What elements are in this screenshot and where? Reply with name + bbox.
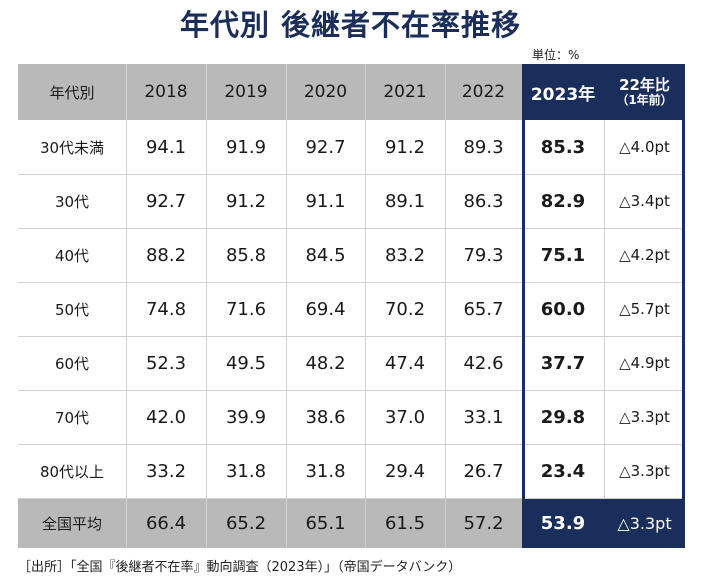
data-cell: 49.5: [225, 352, 267, 374]
data-cell: 47.4: [384, 352, 426, 374]
data-cell: 91.1: [305, 190, 346, 212]
data-cell: 33.2: [145, 460, 187, 482]
row-label: 50代: [54, 300, 90, 319]
total-cell: 57.2: [445, 498, 522, 548]
data-cell: 65.7: [463, 298, 504, 320]
data-cell: 26.7: [463, 460, 504, 482]
data-cell: 85.3: [540, 136, 586, 158]
unit-label: 単位：%: [532, 48, 580, 62]
data-cell: 89.1: [384, 190, 426, 212]
data-cell: 37.7: [540, 352, 586, 374]
data-cell: 94.1: [145, 136, 187, 158]
change-cell: △5.7pt: [619, 300, 670, 318]
header-yoy-line1: 22年比: [619, 75, 670, 94]
row-divider: [18, 498, 685, 499]
column-divider: [206, 64, 207, 548]
data-cell: 91.2: [384, 136, 426, 158]
data-cell: 31.8: [305, 460, 346, 482]
change-cell: △3.3pt: [619, 408, 670, 426]
total-cell: 61.5: [365, 498, 445, 548]
source-note: ［出所］「全国『後継者不在率』動向調査（2023年）」（帝国データバンク）: [18, 560, 462, 575]
data-cell: 37.0: [384, 406, 426, 428]
header-yoy-line2: （1年前）: [616, 92, 673, 107]
data-cell: 33.1: [463, 406, 504, 428]
data-cell: 60.0: [540, 298, 586, 320]
row-label: 80代以上: [39, 462, 105, 481]
change-cell: △3.4pt: [619, 192, 670, 210]
change-cell: △3.3pt: [619, 462, 670, 480]
row-label: 60代: [54, 354, 90, 373]
column-divider: [445, 64, 446, 548]
change-cell: △4.2pt: [619, 246, 670, 264]
data-cell: 91.2: [225, 190, 267, 212]
data-cell: 69.4: [305, 298, 346, 320]
data-cell: 84.5: [305, 244, 346, 266]
row-divider: [18, 174, 685, 175]
total-cell: 65.2: [206, 498, 286, 548]
data-cell: 88.2: [145, 244, 187, 266]
total-2023-cell: 53.9: [522, 498, 604, 548]
row-label: 30代未満: [39, 138, 105, 157]
data-cell: 91.9: [225, 136, 267, 158]
data-cell: 38.6: [305, 406, 346, 428]
row-label: 40代: [54, 246, 90, 265]
data-cell: 92.7: [305, 136, 346, 158]
data-cell: 79.3: [463, 244, 504, 266]
data-cell: 74.8: [145, 298, 187, 320]
data-cell: 82.9: [540, 190, 586, 212]
row-divider: [18, 228, 685, 229]
change-cell: △4.0pt: [619, 138, 670, 156]
data-cell: 92.7: [145, 190, 187, 212]
column-divider: [286, 64, 287, 548]
row-divider: [18, 336, 685, 337]
header-2022: 2022: [445, 64, 522, 120]
data-cell: 23.4: [540, 460, 586, 482]
row-divider: [18, 282, 685, 283]
data-cell: 75.1: [540, 244, 586, 266]
header-2021: 2021: [365, 64, 445, 120]
data-cell: 31.8: [225, 460, 267, 482]
page-title: 年代別 後継者不在率推移: [179, 8, 522, 42]
column-divider: [365, 64, 366, 548]
column-divider: [126, 64, 127, 548]
data-cell: 42.6: [463, 352, 504, 374]
total-cell: 65.1: [286, 498, 365, 548]
row-label: 70代: [54, 408, 90, 427]
row-label: 30代: [54, 192, 90, 211]
header-2018: 2018: [126, 64, 206, 120]
data-cell: 39.9: [225, 406, 267, 428]
data-cell: 29.8: [540, 406, 586, 428]
data-cell: 71.6: [225, 298, 267, 320]
total-change-cell: △3.3pt: [604, 498, 685, 548]
change-cell: △4.9pt: [619, 354, 670, 372]
header-age-group: 年代別: [18, 64, 126, 120]
header-2019: 2019: [206, 64, 286, 120]
row-divider: [18, 390, 685, 391]
header-2023: 2023年: [522, 64, 604, 120]
data-cell: 70.2: [384, 298, 426, 320]
header-yoy: 22年比 （1年前）: [604, 64, 685, 120]
data-cell: 89.3: [463, 136, 504, 158]
total-label: 全国平均: [18, 498, 126, 548]
data-cell: 52.3: [145, 352, 187, 374]
header-2020: 2020: [286, 64, 365, 120]
column-divider: [604, 120, 605, 498]
row-divider: [18, 444, 685, 445]
data-cell: 29.4: [384, 460, 426, 482]
total-cell: 66.4: [126, 498, 206, 548]
data-cell: 86.3: [463, 190, 504, 212]
data-cell: 83.2: [384, 244, 426, 266]
data-cell: 42.0: [145, 406, 187, 428]
data-table: 年代別 2018 2019 2020 2021 2022 2023年 22年比 （1年前） 30代…: [18, 64, 685, 548]
data-cell: 85.8: [225, 244, 267, 266]
data-cell: 48.2: [305, 352, 346, 374]
